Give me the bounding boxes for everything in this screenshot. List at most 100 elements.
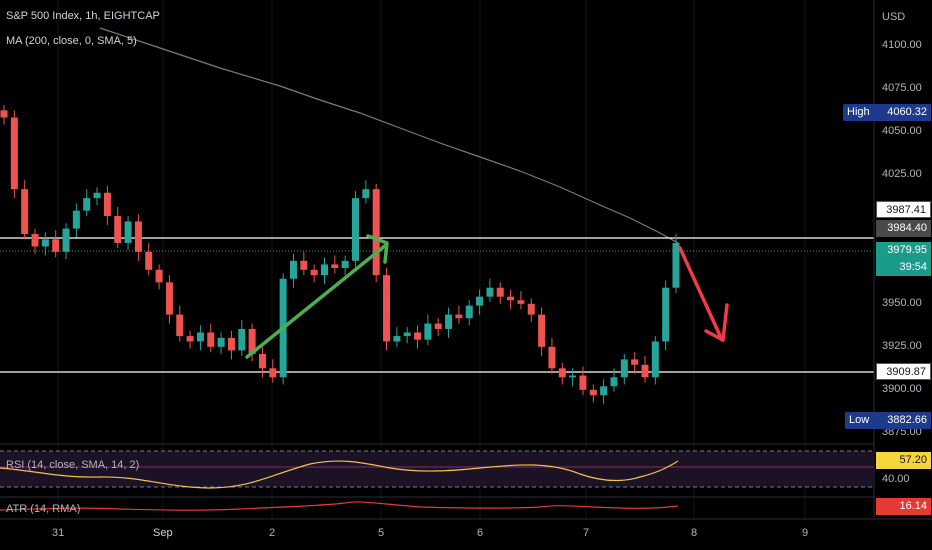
price-tick: 4050.00 [882, 125, 922, 137]
price-tick: 3950.00 [882, 297, 922, 309]
rsi-value-tag: 57.20 [876, 452, 931, 469]
candle-body [93, 192, 101, 199]
time-tick: 5 [378, 527, 385, 539]
candle-body [320, 264, 328, 276]
last-price-tag: 3979.95 [876, 242, 931, 259]
candle-body [527, 303, 535, 315]
atr-legend[interactable]: ATR (14, RMA) [6, 503, 81, 514]
candle-body [517, 300, 525, 304]
high-value: 4060.32 [887, 106, 927, 118]
price-tick: 4100.00 [882, 39, 922, 51]
resistance-price-tag[interactable]: 3987.41 [876, 201, 931, 218]
candle-body [641, 364, 649, 378]
candle-body [83, 198, 91, 211]
candle-body [165, 282, 173, 315]
candle-body [248, 328, 256, 354]
candle-body [289, 260, 297, 279]
candle-body [207, 332, 215, 347]
atr-line [0, 501, 679, 511]
candle-body [672, 242, 680, 288]
candle-body [300, 260, 308, 270]
candle-body [558, 368, 566, 378]
chart-title: S&P 500 Index, 1h, EIGHTCAP [6, 10, 160, 22]
time-tick: 8 [691, 527, 698, 539]
grid [57, 0, 806, 520]
candle-body [548, 346, 556, 369]
candle-body [600, 386, 608, 396]
time-tick: 6 [477, 527, 484, 539]
candle-body [258, 354, 266, 369]
candle-body [238, 328, 246, 351]
candle-body [10, 117, 18, 190]
candle-body [455, 314, 463, 319]
candle-body [124, 221, 132, 243]
candle-body [414, 332, 422, 340]
candle-body [134, 221, 142, 252]
price-tick: 4025.00 [882, 168, 922, 180]
low-tag[interactable]: Low 3882.66 [845, 412, 931, 429]
candle-body [196, 332, 204, 342]
candle-body [538, 314, 546, 347]
currency-label: USD [882, 11, 906, 23]
high-label: High [847, 106, 870, 118]
candle-body [579, 375, 587, 390]
price-tick: 3900.00 [882, 383, 922, 395]
rsi-legend[interactable]: RSI (14, close, SMA, 14, 2) [6, 459, 140, 471]
candle-body [631, 359, 639, 365]
candle-body [103, 192, 111, 217]
candle-body [227, 337, 235, 351]
candle-body [310, 269, 318, 276]
candle-body [589, 389, 597, 396]
candle-body [31, 233, 39, 247]
candle-body [155, 269, 163, 283]
ma-price-tag: 3984.40 [876, 220, 931, 237]
candle-body [662, 287, 670, 342]
candle-body [486, 287, 494, 297]
candle-body [41, 239, 49, 247]
candle-body [217, 337, 225, 347]
time-tick: 31 [52, 527, 65, 539]
candle-body [114, 216, 122, 243]
candle-body [424, 323, 432, 340]
candles [0, 104, 680, 405]
candle-body [507, 296, 515, 301]
candle-body [569, 375, 577, 378]
candle-body [476, 296, 484, 306]
price-tick: 3925.00 [882, 340, 922, 352]
time-tick: Sep [153, 527, 173, 539]
time-tick: 2 [269, 527, 276, 539]
candle-body [362, 189, 370, 199]
candle-body [341, 260, 349, 268]
candle-body [496, 287, 504, 297]
candle-body [21, 189, 29, 234]
ma-legend[interactable]: MA (200, close, 0, SMA, 5) [6, 35, 137, 47]
countdown-tag: 39:54 [876, 259, 931, 276]
arrow-up [245, 234, 389, 359]
candle-body [62, 228, 70, 252]
candle-body [434, 323, 442, 329]
candle-body [445, 314, 453, 329]
candle-body [403, 332, 411, 337]
candle-body [0, 110, 8, 118]
candle-body [372, 189, 380, 276]
candle-body [620, 359, 628, 378]
candle-body [331, 264, 339, 268]
low-label: Low [849, 414, 870, 426]
time-tick: 7 [583, 527, 590, 539]
candle-body [72, 210, 80, 229]
arrow-down [678, 246, 729, 342]
high-tag[interactable]: High 4060.32 [843, 104, 931, 121]
rsi-level-label: 40.00 [882, 473, 910, 485]
candle-body [610, 377, 618, 387]
atr-value-tag: 16.14 [876, 498, 931, 515]
candle-body [176, 314, 184, 337]
price-tick: 4075.00 [882, 82, 922, 94]
candle-body [352, 198, 360, 261]
ma-200-line [99, 27, 679, 244]
candle-body [52, 239, 60, 252]
support-price-tag[interactable]: 3909.87 [876, 363, 931, 380]
candle-body [383, 275, 391, 342]
candle-body [269, 368, 277, 378]
candle-body [393, 336, 401, 342]
